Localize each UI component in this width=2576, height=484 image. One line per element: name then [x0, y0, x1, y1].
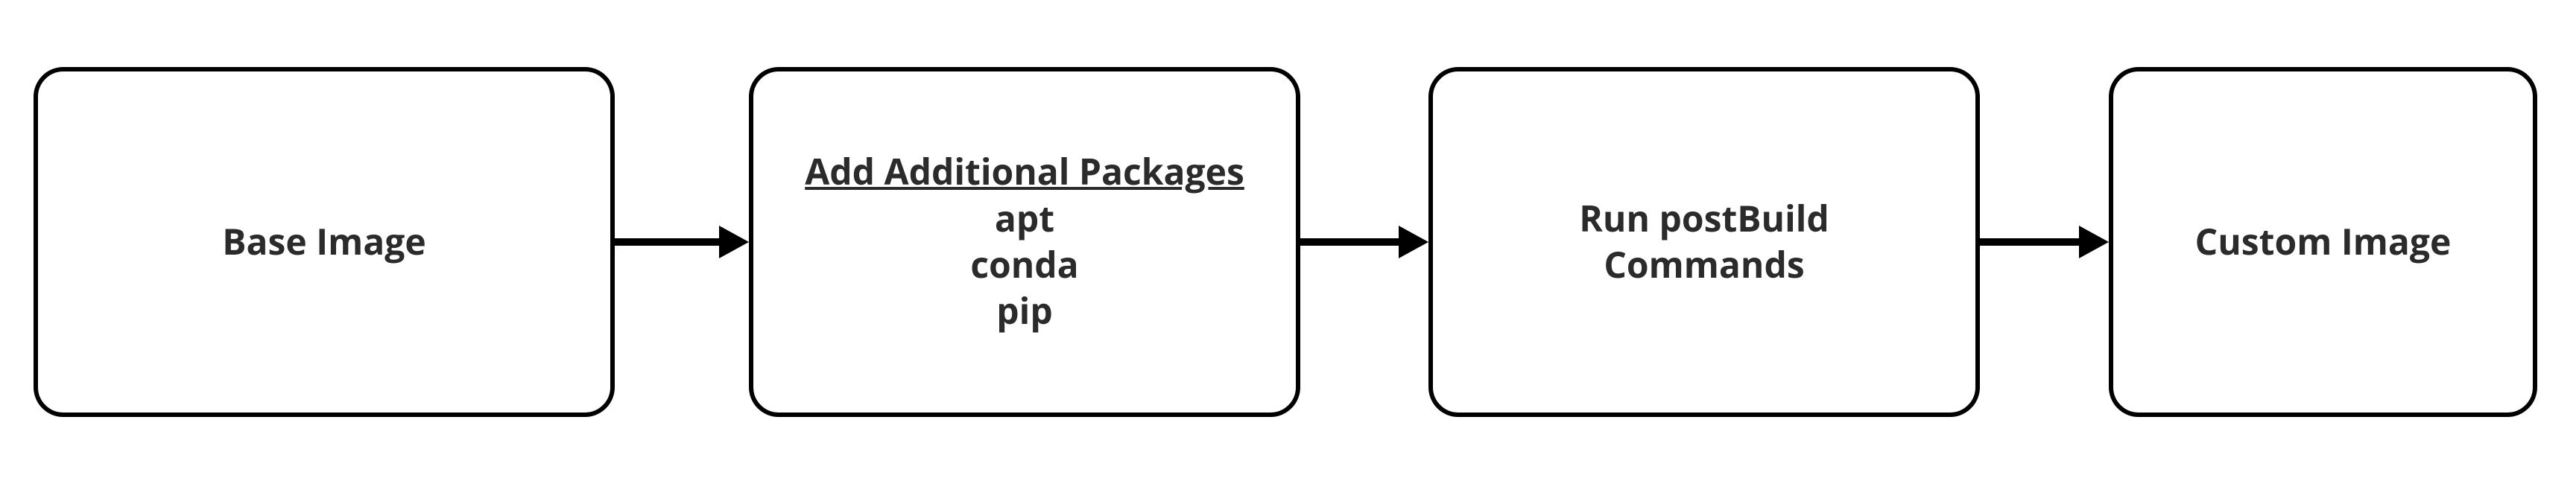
arrow-2-line: [1300, 238, 1406, 246]
node-add-packages: Add Additional Packages apt conda pip: [749, 67, 1300, 417]
node-run-postbuild-line2: Commands: [1604, 242, 1804, 288]
node-add-packages-line-apt: apt: [995, 196, 1054, 242]
node-base-image-label: Base Image: [222, 219, 425, 265]
arrow-2-head: [1399, 226, 1428, 258]
arrow-3-head: [2079, 226, 2109, 258]
node-run-postbuild-line1: Run postBuild: [1579, 196, 1829, 242]
arrow-1-line: [615, 238, 727, 246]
node-add-packages-header: Add Additional Packages: [805, 149, 1244, 195]
arrow-3-line: [1980, 238, 2086, 246]
arrow-1-head: [719, 226, 749, 258]
node-run-postbuild: Run postBuild Commands: [1428, 67, 1980, 417]
node-base-image: Base Image: [34, 67, 615, 417]
node-custom-image-label: Custom Image: [2195, 219, 2452, 265]
node-add-packages-line-pip: pip: [996, 288, 1052, 334]
node-add-packages-line-conda: conda: [970, 242, 1078, 288]
node-custom-image: Custom Image: [2109, 67, 2537, 417]
flowchart-container: Base Image Add Additional Packages apt c…: [0, 0, 2576, 484]
